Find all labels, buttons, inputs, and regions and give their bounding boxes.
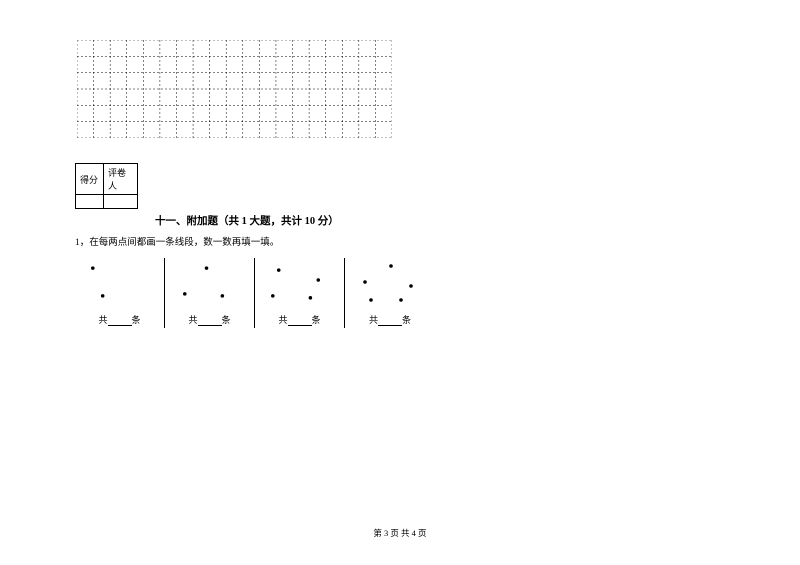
- dots-svg: [165, 258, 254, 306]
- fill-suffix: 条: [132, 315, 141, 325]
- dot: [309, 296, 313, 300]
- dots-panel: 共条: [345, 258, 435, 328]
- question-text: 在每两点间都画一条线段，数一数再填一填。: [89, 238, 279, 248]
- fill-label: 共条: [165, 313, 254, 326]
- dots-panel: 共条: [75, 258, 165, 328]
- fill-blank: [198, 316, 222, 326]
- page-content: 得分 评卷人 十一、附加题（共 1 大题，共计 10 分） 1，在每两点间都画一…: [0, 0, 800, 328]
- dot: [389, 264, 393, 268]
- fill-prefix: 共: [188, 315, 197, 325]
- dot: [101, 294, 105, 298]
- fill-prefix: 共: [278, 315, 287, 325]
- dots-panel: 共条: [165, 258, 255, 328]
- dot: [409, 284, 413, 288]
- score-table: 得分 评卷人: [75, 163, 138, 209]
- question-number: 1，: [75, 238, 89, 248]
- page-footer: 第 3 页 共 4 页: [0, 527, 800, 539]
- dots-svg: [75, 258, 164, 306]
- question-line: 1，在每两点间都画一条线段，数一数再填一填。: [75, 234, 725, 248]
- fill-suffix: 条: [312, 315, 321, 325]
- dots-row: 共条共条共条共条: [75, 258, 725, 328]
- fill-blank: [108, 316, 132, 326]
- grader-cell-label: 评卷人: [104, 164, 138, 195]
- fill-prefix: 共: [98, 315, 107, 325]
- fill-blank: [288, 316, 312, 326]
- fill-blank: [378, 316, 402, 326]
- fill-label: 共条: [345, 313, 435, 326]
- dot: [221, 294, 225, 298]
- dot: [317, 278, 321, 282]
- dot: [363, 280, 367, 284]
- dot: [277, 268, 281, 272]
- dot: [183, 292, 187, 296]
- grader-cell-blank: [104, 195, 138, 209]
- dot: [271, 294, 275, 298]
- score-cell-blank: [76, 195, 104, 209]
- fill-suffix: 条: [402, 315, 411, 325]
- fill-prefix: 共: [369, 315, 378, 325]
- dots-panel: 共条: [255, 258, 345, 328]
- dots-svg: [255, 258, 344, 306]
- fill-suffix: 条: [222, 315, 231, 325]
- fill-label: 共条: [75, 313, 164, 326]
- fill-label: 共条: [255, 313, 344, 326]
- score-cell-label: 得分: [76, 164, 104, 195]
- dots-svg: [345, 258, 435, 306]
- grid-svg: [77, 40, 392, 138]
- dot: [369, 298, 373, 302]
- dashed-grid: [77, 40, 392, 138]
- dot: [399, 298, 403, 302]
- dot: [91, 266, 95, 270]
- dot: [205, 266, 209, 270]
- section-title: 十一、附加题（共 1 大题，共计 10 分）: [155, 213, 725, 228]
